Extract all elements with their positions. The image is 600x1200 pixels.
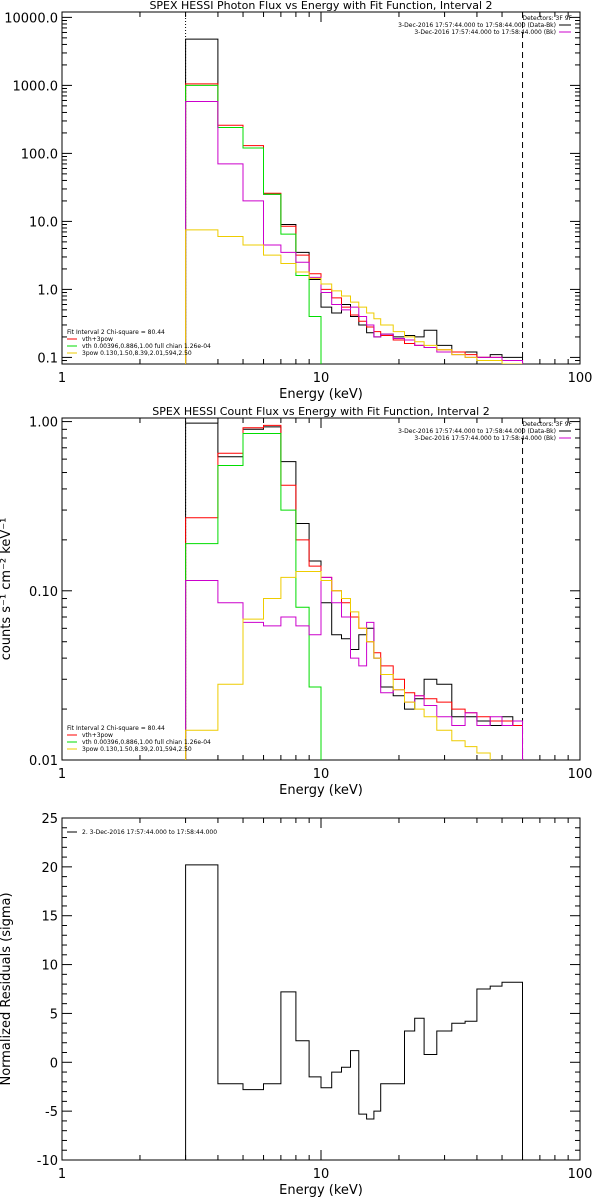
- legend-entry-text: 3-Dec-2016 17:57:44.000 to 17:58:44.000 …: [414, 435, 556, 442]
- fit-legend-entry: vth+3pow: [82, 732, 113, 739]
- legend-entry-text: 3-Dec-2016 17:57:44.000 to 17:58:44.000 …: [398, 428, 556, 435]
- x-axis-title: Energy (keV): [279, 783, 363, 798]
- series-line-2: [185, 424, 523, 760]
- y-tick-label: 20: [41, 861, 58, 876]
- y-tick-label: 25: [41, 812, 58, 827]
- legend-entry-text: 3-Dec-2016 17:57:44.000 to 17:58:44.000 …: [414, 29, 556, 36]
- y-tick-label: 10.0: [29, 215, 58, 230]
- y-tick-label: 1.0: [37, 283, 58, 298]
- y-tick-label: -5: [45, 1105, 58, 1120]
- x-tick-label: 10: [313, 767, 330, 782]
- fit-legend-entry: 2. 3-Dec-2016 17:57:44.000 to 17:58:44.0…: [82, 829, 217, 836]
- y-tick-label: 10: [41, 959, 58, 974]
- series-line-1: [185, 422, 523, 760]
- legend-header: Detectors: 3F 9F: [522, 15, 572, 22]
- series-line-5: [185, 229, 523, 364]
- x-axis-title: Energy (keV): [279, 1183, 363, 1198]
- y-tick-label: 100.0: [21, 147, 58, 162]
- x-tick-label: 100: [568, 767, 593, 782]
- chart-panel-2: SPEX HESSI Count Flux vs Energy with Fit…: [0, 405, 592, 798]
- y-tick-label: 0.01: [29, 754, 58, 769]
- chart-title: SPEX HESSI Photon Flux vs Energy with Fi…: [149, 0, 492, 12]
- x-tick-label: 10: [313, 1167, 330, 1182]
- plot-frame: [61, 11, 581, 365]
- y-tick-label: 0.1: [37, 351, 58, 366]
- y-tick-label: 5: [50, 1007, 58, 1022]
- legend-entry-text: 3-Dec-2016 17:57:44.000 to 17:58:44.000 …: [398, 22, 556, 29]
- x-tick-label: 100: [568, 371, 593, 386]
- x-tick-label: 100: [568, 1167, 593, 1182]
- fit-legend-entry: 3pow 0.130,1.50,8.39,2.01,594,2.50: [82, 746, 192, 753]
- series-line-4: [185, 101, 523, 364]
- x-tick-label: 1: [58, 767, 66, 782]
- y-axis-title: Normalized Residuals (sigma): [0, 892, 14, 1085]
- series-line-4: [185, 576, 523, 760]
- series-line-1: [185, 864, 523, 1160]
- series-line-5: [185, 571, 491, 760]
- fit-legend-entry: vth 0.00396,0.886,1.00 full chian 1.26e-…: [82, 343, 211, 350]
- legend-header: Detectors: 3F 9F: [522, 421, 572, 428]
- x-axis-title: Energy (keV): [279, 387, 363, 402]
- series-line-3: [185, 433, 322, 760]
- y-axis-title: counts s⁻¹ cm⁻² keV⁻¹: [0, 518, 14, 661]
- fit-legend-entry: vth 0.00396,0.886,1.00 full chian 1.26e-…: [82, 739, 211, 746]
- x-tick-label: 1: [58, 1167, 66, 1182]
- series-line-3: [185, 84, 322, 364]
- fit-legend-header: Fit Interval 2 Chi-square = 80.44: [67, 329, 165, 336]
- y-tick-label: 0: [50, 1056, 58, 1071]
- series-line-2: [185, 83, 523, 364]
- fit-legend-header: Fit Interval 2 Chi-square = 80.44: [67, 725, 165, 732]
- x-tick-label: 10: [313, 371, 330, 386]
- fit-legend-entry: vth+3pow: [82, 336, 113, 343]
- chart-panel-3: 1 10 100 Energy (keV) 25 20 15 10 5 0 -5 -10 Normali…: [0, 812, 592, 1198]
- plot-frame: [61, 817, 581, 1161]
- chart-title: SPEX HESSI Count Flux vs Energy with Fit…: [152, 405, 489, 418]
- y-tick-label: 10000.0: [4, 11, 58, 26]
- y-tick-label: 0.10: [29, 585, 58, 600]
- y-tick-label: 1000.0: [13, 79, 59, 94]
- y-tick-label: 1.00: [29, 416, 58, 431]
- x-tick-label: 1: [58, 371, 66, 386]
- fit-legend-entry: 3pow 0.130,1.50,8.39,2.01,594,2.50: [82, 350, 192, 357]
- y-tick-label: -10: [37, 1154, 58, 1169]
- y-tick-label: 15: [41, 910, 58, 925]
- chart-panel-1: SPEX HESSI Photon Flux vs Energy with Fi…: [4, 0, 592, 402]
